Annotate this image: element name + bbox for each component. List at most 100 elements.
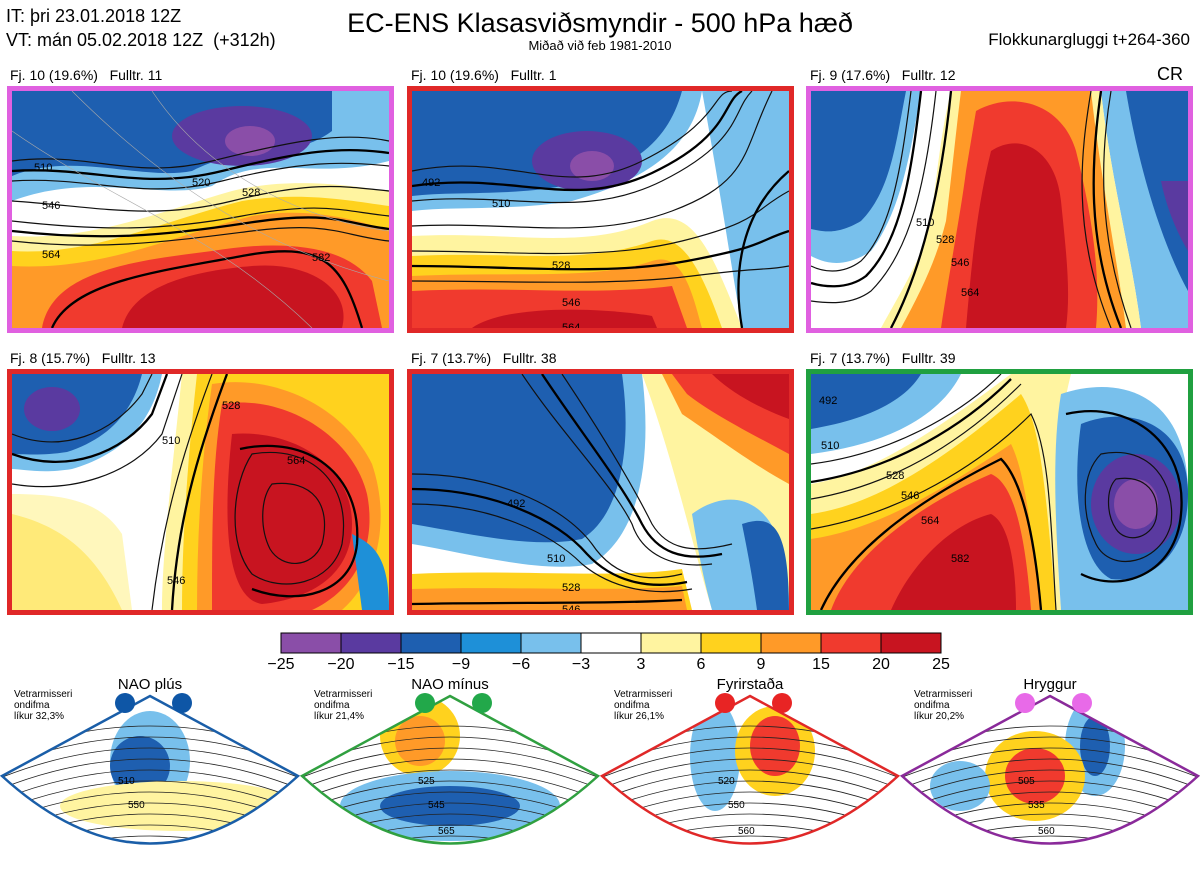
regime-panel-1[interactable]: 525 545 565 NAO mínus Vetrarmisseri ondifma … — [300, 676, 600, 871]
regime-probability-note: Vetrarmisseri ondifma líkur 20,2% — [914, 689, 973, 722]
regime-isoline — [2, 747, 298, 779]
regime-marker-dot-1 — [1072, 693, 1092, 713]
regime-marker-dot-0 — [715, 693, 735, 713]
regime-marker-dot-0 — [115, 693, 135, 713]
regime-anomaly-blob — [60, 781, 298, 831]
regime-title: NAO mínus — [411, 676, 489, 693]
colorbar-tick-label: −6 — [511, 656, 531, 673]
p3-contour-1: 528 — [936, 234, 954, 246]
regime-probability-note: Vetrarmisseri ondifma líkur 32,3% — [14, 689, 73, 722]
regime-isoline — [302, 747, 598, 779]
regime-isoline — [602, 769, 898, 801]
colorbar-tick-label: 15 — [812, 656, 830, 673]
p3-contour-2: 546 — [951, 257, 969, 269]
regime-isoline — [602, 758, 898, 790]
p4-contour-1: 528 — [222, 400, 240, 412]
regime-marker-dot-1 — [772, 693, 792, 713]
regime-isoline — [902, 780, 1198, 812]
regime-panel-2[interactable]: 520 550 560 Fyrirstaða Vetrarmisseri ondifma… — [600, 676, 900, 871]
colorbar-tick-label: 6 — [696, 656, 706, 673]
regime-outline — [300, 694, 600, 845]
regime-contour-label: 510 — [118, 776, 135, 787]
regime-contour-label: 535 — [1028, 800, 1045, 811]
init-time: IT: þri 23.01.2018 12Z — [6, 6, 182, 26]
regime-isoline — [902, 747, 1198, 779]
colorbar-swatch-10 — [880, 632, 942, 654]
regime-isoline — [302, 780, 598, 812]
colorbar-swatch-6 — [640, 632, 702, 654]
page-title: EC-ENS Klasasviðsmyndir - 500 hPa hæð — [347, 8, 853, 38]
regime-contour-label: 505 — [1018, 776, 1035, 787]
colorbar-tick-label: −3 — [571, 656, 591, 673]
regime-outline — [0, 694, 300, 845]
p2-contour-4: 564 — [562, 322, 580, 328]
panel-2-field: 492 510 528 546 564 — [412, 91, 789, 328]
panel-5-map[interactable]: 492 510 528 546 — [407, 369, 794, 615]
regime-probability-note: Vetrarmisseri ondifma líkur 21,4% — [314, 689, 373, 722]
p1-contour-3: 546 — [42, 200, 60, 212]
colorbar-tick-label: −20 — [327, 656, 355, 673]
p3-contour-0: 510 — [916, 217, 934, 229]
regime-map-0: 510 550 — [0, 694, 300, 871]
p2-contour-3: 546 — [562, 297, 580, 309]
colorbar-tick-label: −25 — [267, 656, 295, 673]
panel-1-map[interactable]: 510 520 528 546 564 582 — [7, 86, 394, 333]
p1-contour-1: 520 — [192, 177, 210, 189]
p5-contour-2: 528 — [562, 582, 580, 594]
p2-contour-1: 510 — [492, 198, 510, 210]
header-times: IT: þri 23.01.2018 12Z VT: mán 05.02.201… — [6, 4, 276, 52]
colorbar-tick-label: 20 — [872, 656, 890, 673]
regime-panel-3[interactable]: 505 535 560 Hryggur Vetrarmisseri ondifma lí… — [900, 676, 1200, 871]
panel-6-map[interactable]: 492 510 528 546 564 582 — [806, 369, 1193, 615]
panel-3-map[interactable]: 510 528 546 564 — [806, 86, 1193, 333]
regime-probability-note: Vetrarmisseri ondifma líkur 26,1% — [614, 689, 673, 722]
regime-isoline — [602, 747, 898, 779]
regime-isoline — [302, 758, 598, 790]
regime-isoline — [302, 769, 598, 801]
colorbar-swatch-2 — [400, 632, 462, 654]
panel-1-label: Fj. 10 (19.6%) Fulltr. 11 — [10, 67, 163, 83]
p6-contour-5: 582 — [951, 553, 969, 565]
p4-contour-2: 546 — [167, 575, 185, 587]
panel-2-label: Fj. 10 (19.6%) Fulltr. 1 — [411, 67, 557, 83]
colorbar-tick-label: 3 — [636, 656, 646, 673]
regime-contour-label: 545 — [428, 800, 445, 811]
panel-5-field: 492 510 528 546 — [412, 374, 789, 610]
p2-contour-2: 528 — [552, 260, 570, 272]
regime-marker-dot-1 — [172, 693, 192, 713]
regime-marker-dot-0 — [1015, 693, 1035, 713]
classification-window: Flokkunargluggi t+264-360 — [988, 30, 1190, 49]
regime-contour-label: 550 — [728, 800, 745, 811]
regime-contour-label: 550 — [128, 800, 145, 811]
regime-anomaly-blob — [930, 761, 990, 811]
panel-4-label: Fj. 8 (15.7%) Fulltr. 13 — [10, 350, 156, 366]
cr-label: CR — [1157, 64, 1183, 84]
panel-3-field: 510 528 546 564 — [811, 91, 1188, 328]
page-subtitle: Miðað við feb 1981-2010 — [528, 38, 672, 53]
regime-isoline — [900, 847, 1200, 871]
regime-marker-dot-0 — [415, 693, 435, 713]
regime-anomaly-blob — [750, 716, 800, 776]
regime-isoline — [0, 847, 300, 871]
p5-contour-0: 492 — [507, 498, 525, 510]
regime-isoline — [2, 780, 298, 812]
panel-2-map[interactable]: 492 510 528 546 564 — [407, 86, 794, 333]
p4-contour-3: 564 — [287, 455, 305, 467]
p5-contour-1: 510 — [547, 553, 565, 565]
regime-title: Hryggur — [1023, 676, 1077, 693]
valid-time: VT: mán 05.02.2018 12Z (+312h) — [6, 30, 276, 50]
regime-map-3: 505 535 560 — [900, 694, 1200, 871]
p6-contour-0: 492 — [819, 395, 837, 407]
colorbar-swatch-4 — [520, 632, 582, 654]
panel-4-map[interactable]: 510 528 546 564 — [7, 369, 394, 615]
panel-6-field: 492 510 528 546 564 582 — [811, 374, 1188, 610]
regime-marker-dot-1 — [472, 693, 492, 713]
regime-panel-0[interactable]: 510 550 NAO plús Vetrarmisseri ondifma líku… — [0, 676, 300, 871]
regime-contour-label: 560 — [738, 826, 755, 837]
p1-contour-2: 528 — [242, 187, 260, 199]
p6-contour-1: 510 — [821, 440, 839, 452]
regime-isoline — [600, 847, 900, 871]
colorbar-swatch-0 — [280, 632, 342, 654]
regime-isoline — [2, 758, 298, 790]
regime-anomaly-blob — [690, 701, 740, 811]
